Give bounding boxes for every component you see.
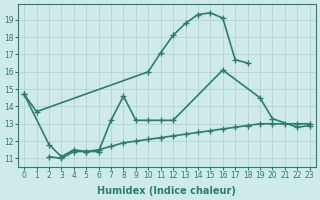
X-axis label: Humidex (Indice chaleur): Humidex (Indice chaleur) (98, 186, 236, 196)
